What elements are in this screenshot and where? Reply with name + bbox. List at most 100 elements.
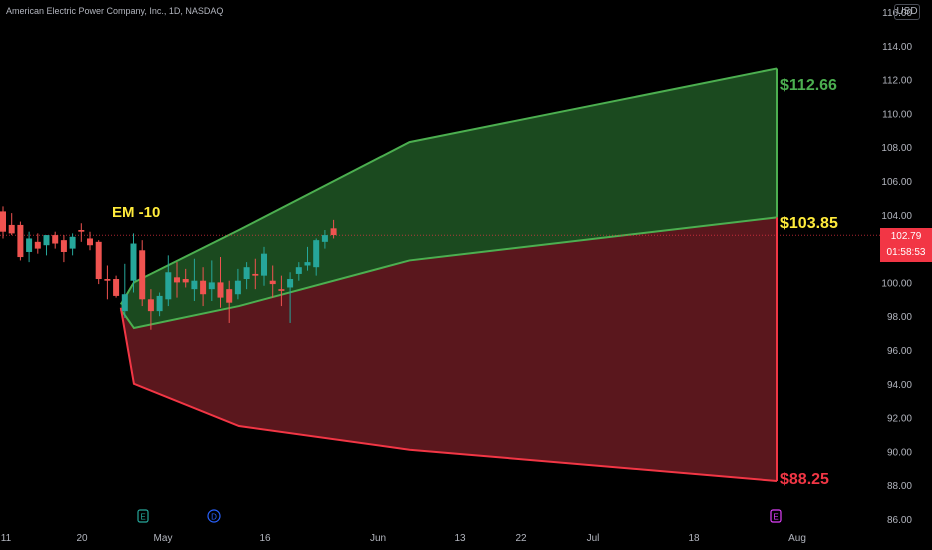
- price-tick-label: 114.00: [882, 42, 912, 53]
- candle: [287, 272, 294, 323]
- candle-body: [234, 280, 241, 295]
- time-tick-label: 16: [259, 533, 271, 544]
- price-tick-label: 100.00: [881, 278, 912, 289]
- candle-body: [208, 282, 215, 290]
- candle-body: [321, 235, 328, 242]
- candle: [113, 275, 120, 298]
- last-price-value: 102.79: [890, 231, 922, 242]
- candle-body: [217, 282, 224, 298]
- candle: [8, 213, 15, 236]
- candle: [295, 262, 302, 281]
- time-tick-label: 22: [515, 533, 527, 544]
- candle: [330, 219, 337, 239]
- candle: [17, 221, 24, 261]
- candle: [208, 260, 215, 301]
- time-tick-label: 18: [688, 533, 700, 544]
- candle: [34, 233, 41, 254]
- time-tick-label: Jun: [370, 533, 386, 544]
- candle-body: [0, 211, 6, 232]
- candle: [0, 206, 6, 239]
- candle-body: [200, 280, 207, 295]
- candle-body: [156, 295, 163, 312]
- candle-body: [252, 273, 259, 276]
- candle-body: [191, 280, 198, 290]
- candle-body: [304, 262, 311, 266]
- candle: [269, 265, 276, 298]
- earnings-marker: [137, 509, 149, 523]
- candle: [226, 280, 233, 323]
- price-tick-label: 108.00: [881, 143, 912, 154]
- price-tick-label: 96.00: [887, 346, 912, 357]
- expected-move-bands: [0, 67, 880, 482]
- symbol-title[interactable]: American Electric Power Company, Inc., 1…: [6, 6, 224, 16]
- candle-body: [261, 253, 267, 276]
- candle: [60, 235, 67, 263]
- candle: [261, 246, 267, 286]
- candle: [243, 262, 250, 290]
- upper-target-label: $112.66: [780, 77, 837, 94]
- time-tick-label: 20: [76, 533, 88, 544]
- candle-body: [330, 228, 337, 236]
- candle-body: [147, 299, 154, 312]
- candle-body: [139, 250, 146, 300]
- candle: [278, 275, 285, 307]
- candle: [217, 257, 224, 308]
- candle-body: [69, 236, 76, 249]
- candle-body: [174, 277, 180, 283]
- candle: [121, 263, 128, 318]
- candle: [130, 233, 137, 293]
- candle-body: [182, 279, 189, 283]
- candle: [52, 231, 59, 249]
- candle-body: [43, 235, 50, 246]
- lower-target-label: $88.25: [780, 471, 829, 488]
- candle-body: [17, 224, 24, 258]
- candle: [234, 268, 241, 300]
- upper-band-line: [119, 67, 778, 305]
- candle-body: [60, 240, 67, 252]
- lower-band-line: [119, 307, 778, 482]
- dividend-marker: [207, 509, 221, 523]
- candle-body: [313, 240, 320, 268]
- time-tick-label: 13: [454, 533, 466, 544]
- candle-body: [278, 289, 285, 291]
- candle: [87, 231, 93, 251]
- time-axis[interactable]: 11 20 May 16 Jun 13 22 Jul 18 Aug: [1, 533, 806, 544]
- candle: [104, 265, 111, 300]
- candle-body: [78, 230, 85, 232]
- price-axis[interactable]: 86.00 88.00 90.00 92.00 94.00 96.00 98.00 100.0…: [881, 8, 912, 526]
- price-tick-label: 94.00: [887, 380, 912, 391]
- candle: [182, 268, 189, 288]
- candle: [147, 289, 154, 330]
- candle: [304, 246, 311, 271]
- event-marker: D: [207, 509, 221, 523]
- upper-band-fill: [120, 68, 778, 329]
- price-tick-label: 88.00: [887, 481, 912, 492]
- candle-body: [52, 235, 59, 244]
- candle: [139, 240, 146, 307]
- event-marker: E: [137, 509, 149, 523]
- event-marker: E: [770, 509, 782, 523]
- candle: [191, 258, 198, 301]
- price-tick-label: 112.00: [882, 76, 912, 87]
- annotation-labels: EM -10 $112.66 $103.85 $88.25: [112, 77, 838, 488]
- candle: [78, 223, 85, 242]
- em-label: EM -10: [112, 204, 160, 221]
- candle-body: [8, 224, 15, 234]
- candle-body: [95, 241, 102, 280]
- candle-body: [165, 272, 172, 300]
- price-tick-label: 116.00: [882, 8, 912, 19]
- candle-body: [87, 238, 93, 246]
- time-tick-label: Aug: [788, 533, 806, 544]
- price-tick-label: 106.00: [881, 177, 912, 188]
- candle-body: [26, 238, 33, 252]
- candle: [174, 262, 180, 298]
- candle-body: [130, 243, 137, 281]
- candle: [252, 258, 259, 290]
- earnings-marker: [770, 509, 782, 523]
- candle-body: [34, 241, 41, 249]
- candle-body: [113, 279, 120, 296]
- currency-button[interactable]: USD: [894, 4, 920, 20]
- candle: [43, 235, 50, 256]
